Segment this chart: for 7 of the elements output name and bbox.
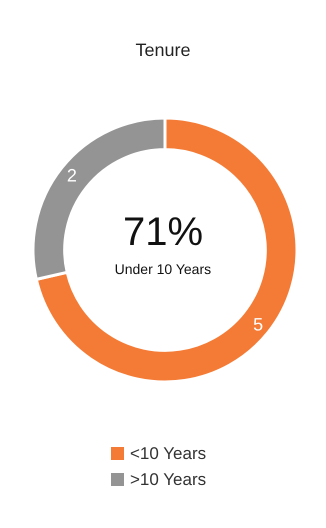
legend-label: <10 Years <box>130 444 206 463</box>
data-label: 5 <box>253 314 264 334</box>
text: 71% <box>122 210 204 254</box>
chart-title: Tenure <box>135 40 191 60</box>
legend-label: >10 Years <box>130 470 206 489</box>
data-label: 2 <box>66 166 77 186</box>
text: Under 10 Years <box>114 261 212 277</box>
